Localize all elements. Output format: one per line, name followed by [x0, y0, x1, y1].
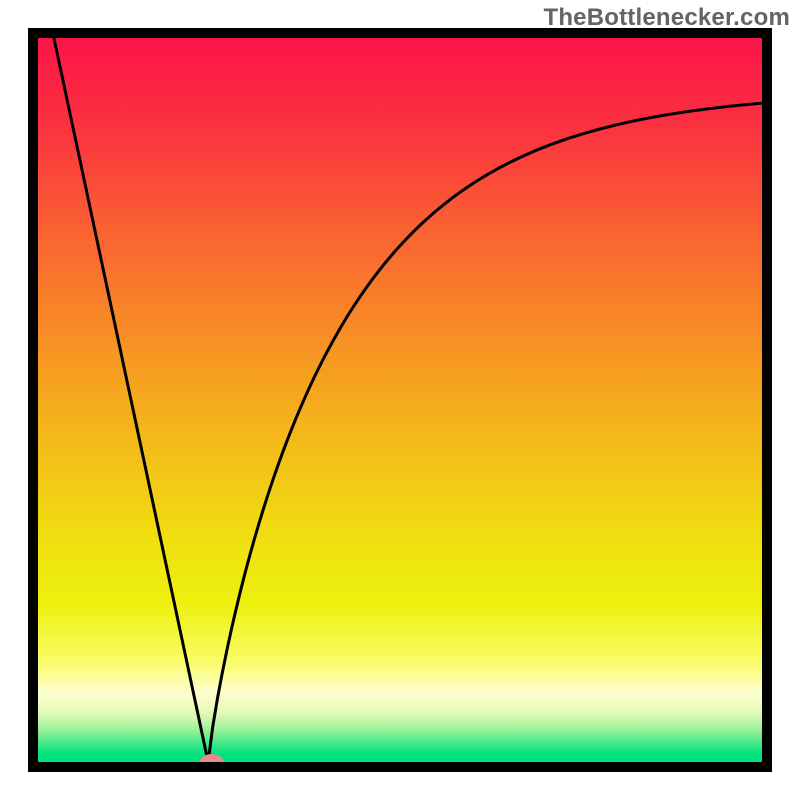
plot-background	[38, 38, 762, 762]
chart-svg	[0, 0, 800, 800]
watermark-text: TheBottlenecker.com	[543, 4, 790, 32]
chart-container: TheBottlenecker.com	[0, 0, 800, 800]
